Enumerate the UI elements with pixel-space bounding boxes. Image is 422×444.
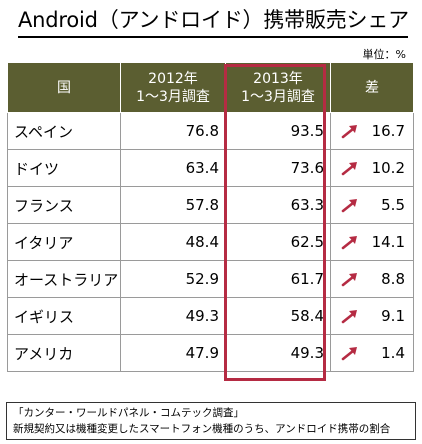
- table-row: フランス 57.8 63.3 5.5: [7, 186, 414, 224]
- diff-value: 5.5: [381, 196, 405, 214]
- share-table: 国 2012年 1～3月調査 2013年 1～3月調査 差 スペイン 76.8 93.5…: [7, 62, 414, 372]
- up-right-arrow-icon: [341, 347, 357, 361]
- table-row: イギリス 49.3 58.4 9.1: [7, 297, 414, 335]
- table-row: アメリカ 47.9 49.3 1.4: [7, 334, 414, 372]
- up-right-arrow-icon: [341, 236, 357, 250]
- cell-2013: 63.3: [225, 186, 331, 224]
- cell-2013: 49.3: [225, 334, 331, 372]
- cell-2013: 58.4: [225, 297, 331, 335]
- cell-diff: 14.1: [330, 223, 414, 261]
- diff-value: 14.1: [371, 233, 405, 251]
- table-row: イタリア 48.4 62.5 14.1: [7, 223, 414, 261]
- cell-diff: 1.4: [330, 334, 414, 372]
- source-note-line1: 「カンター・ワールドパネル・コムテック調査」: [13, 407, 244, 419]
- up-right-arrow-icon: [341, 162, 357, 176]
- cell-country: イギリス: [7, 297, 121, 335]
- cell-diff: 9.1: [330, 297, 414, 335]
- cell-2012: 52.9: [120, 260, 226, 298]
- diff-value: 9.1: [381, 307, 405, 325]
- source-note-line2: 新規契約又は機種変更したスマートフォン機種のうち、アンドロイド携帯の割合: [13, 423, 391, 435]
- diff-value: 1.4: [381, 344, 405, 362]
- cell-2012: 76.8: [120, 112, 226, 150]
- cell-diff: 5.5: [330, 186, 414, 224]
- header-country: 国: [7, 62, 121, 113]
- cell-2013: 93.5: [225, 112, 331, 150]
- cell-diff: 16.7: [330, 112, 414, 150]
- cell-2012: 48.4: [120, 223, 226, 261]
- table-header-row: 国 2012年 1～3月調査 2013年 1～3月調査 差: [7, 62, 414, 113]
- header-2013: 2013年 1～3月調査: [225, 62, 331, 113]
- table-body: スペイン 76.8 93.5 16.7 ドイツ 63.4 73.6 10.2 フランス 57.8 6…: [7, 112, 414, 372]
- cell-country: スペイン: [7, 112, 121, 150]
- title-underline: [18, 36, 408, 38]
- cell-country: アメリカ: [7, 334, 121, 372]
- cell-country: ドイツ: [7, 149, 121, 187]
- cell-diff: 10.2: [330, 149, 414, 187]
- source-note: 「カンター・ワールドパネル・コムテック調査」 新規契約又は機種変更したスマートフ…: [6, 402, 416, 440]
- table-row: スペイン 76.8 93.5 16.7: [7, 112, 414, 150]
- header-label: 2012年: [148, 70, 198, 87]
- cell-2013: 73.6: [225, 149, 331, 187]
- up-right-arrow-icon: [341, 199, 357, 213]
- diff-value: 16.7: [371, 122, 405, 140]
- cell-2012: 47.9: [120, 334, 226, 372]
- header-label: 国: [57, 79, 71, 96]
- header-diff: 差: [330, 62, 414, 113]
- header-2012: 2012年 1～3月調査: [120, 62, 226, 113]
- up-right-arrow-icon: [341, 273, 357, 287]
- table-row: ドイツ 63.4 73.6 10.2: [7, 149, 414, 187]
- cell-country: オーストラリア: [7, 260, 121, 298]
- cell-diff: 8.8: [330, 260, 414, 298]
- up-right-arrow-icon: [341, 125, 357, 139]
- cell-2013: 61.7: [225, 260, 331, 298]
- table-row: オーストラリア 52.9 61.7 8.8: [7, 260, 414, 298]
- cell-2012: 63.4: [120, 149, 226, 187]
- cell-country: イタリア: [7, 223, 121, 261]
- header-label: 1～3月調査: [136, 88, 210, 105]
- cell-country: フランス: [7, 186, 121, 224]
- up-right-arrow-icon: [341, 310, 357, 324]
- header-label: 2013年: [253, 70, 303, 87]
- unit-label: 単位：%: [362, 48, 406, 61]
- diff-value: 8.8: [381, 270, 405, 288]
- header-label: 差: [365, 79, 379, 96]
- cell-2012: 57.8: [120, 186, 226, 224]
- header-label: 1～3月調査: [241, 88, 315, 105]
- cell-2012: 49.3: [120, 297, 226, 335]
- chart-title: Android（アンドロイド）携帯販売シェア: [18, 8, 409, 32]
- cell-2013: 62.5: [225, 223, 331, 261]
- diff-value: 10.2: [371, 159, 405, 177]
